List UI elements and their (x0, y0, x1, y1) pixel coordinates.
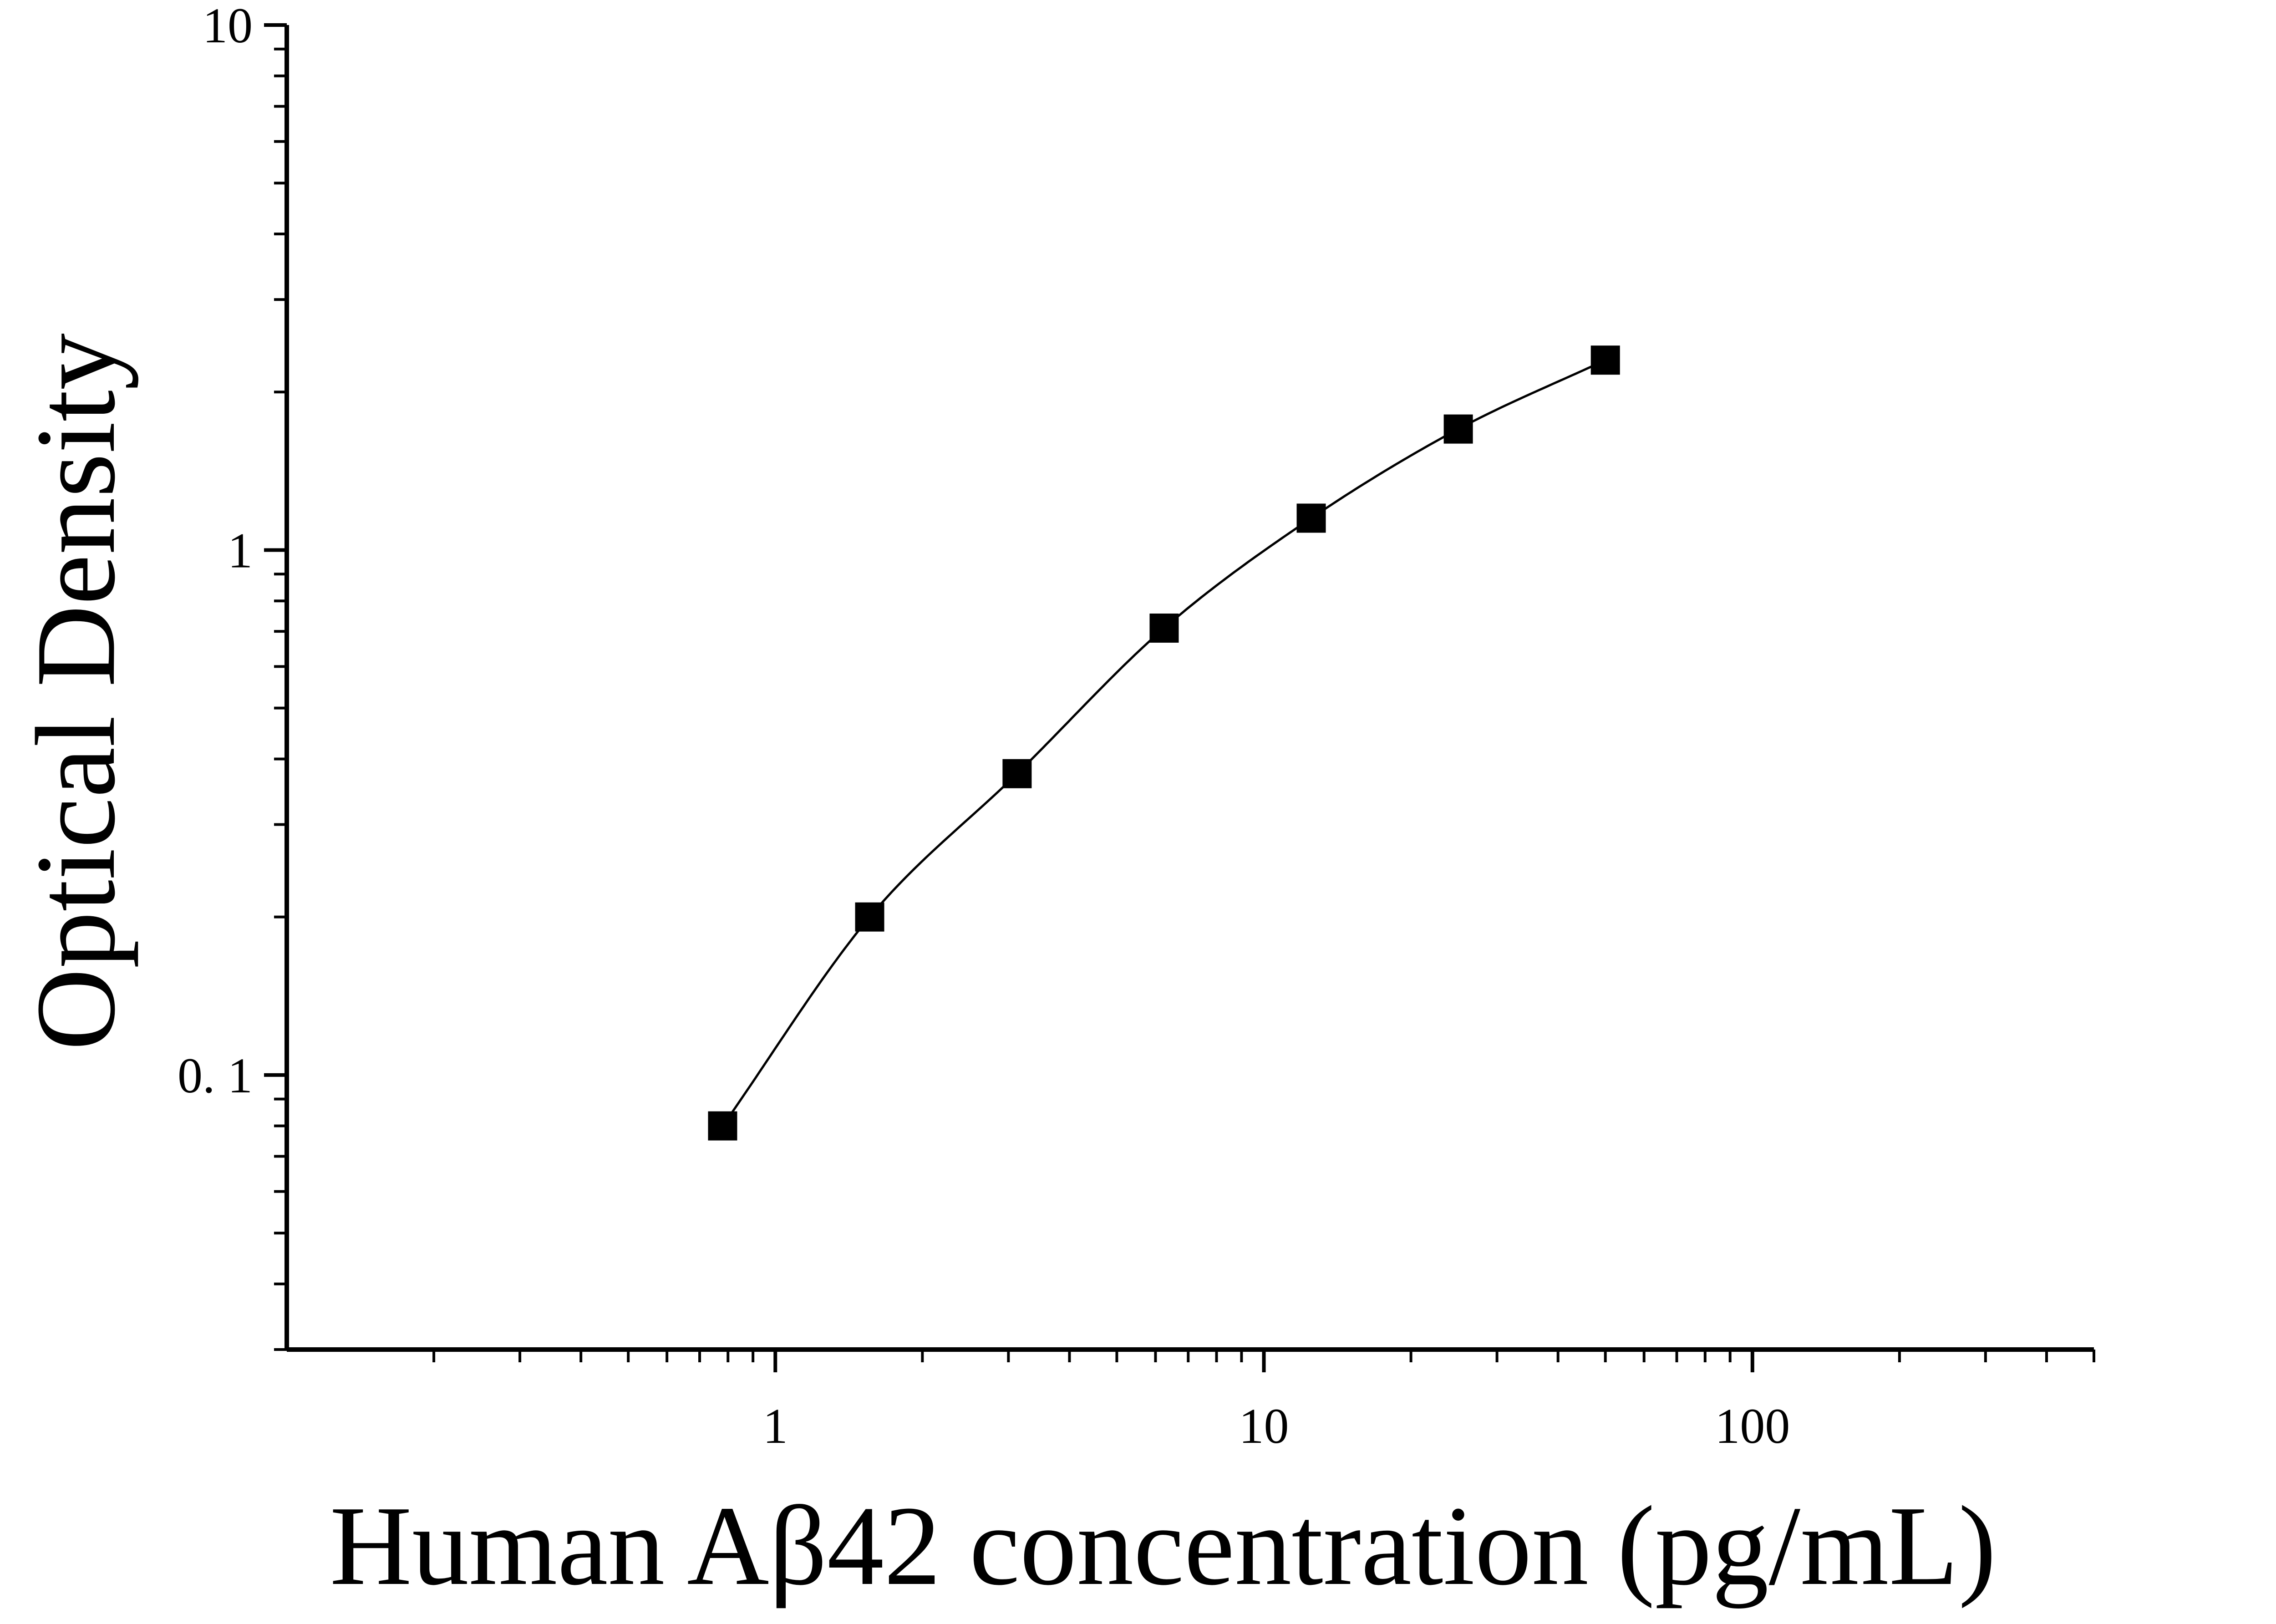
y-tick-label: 0. 1 (178, 1048, 253, 1103)
y-tick-label: 10 (203, 0, 253, 53)
y-ticks: 0. 1 1 10 (178, 0, 287, 1351)
data-point (1443, 414, 1473, 444)
y-axis-label: Optical Density (13, 333, 139, 1051)
data-point (1002, 759, 1032, 788)
x-tick-label: 100 (1715, 1398, 1790, 1454)
data-point (855, 902, 884, 932)
fit-curve (721, 359, 1606, 1127)
data-point (1590, 345, 1620, 375)
x-ticks: 1 10 100 (432, 1350, 2095, 1454)
data-point (1296, 503, 1326, 533)
fit-curve-group (721, 359, 1606, 1127)
data-points (708, 345, 1620, 1141)
x-tick-label: 1 (763, 1398, 788, 1454)
axes (284, 25, 2094, 1352)
x-axis-label: Human Aβ42 concentration (pg/mL) (330, 1483, 1996, 1609)
x-tick-label: 10 (1239, 1398, 1289, 1454)
data-point (708, 1111, 737, 1141)
data-point (1149, 614, 1179, 643)
y-tick-label: 1 (228, 523, 253, 578)
